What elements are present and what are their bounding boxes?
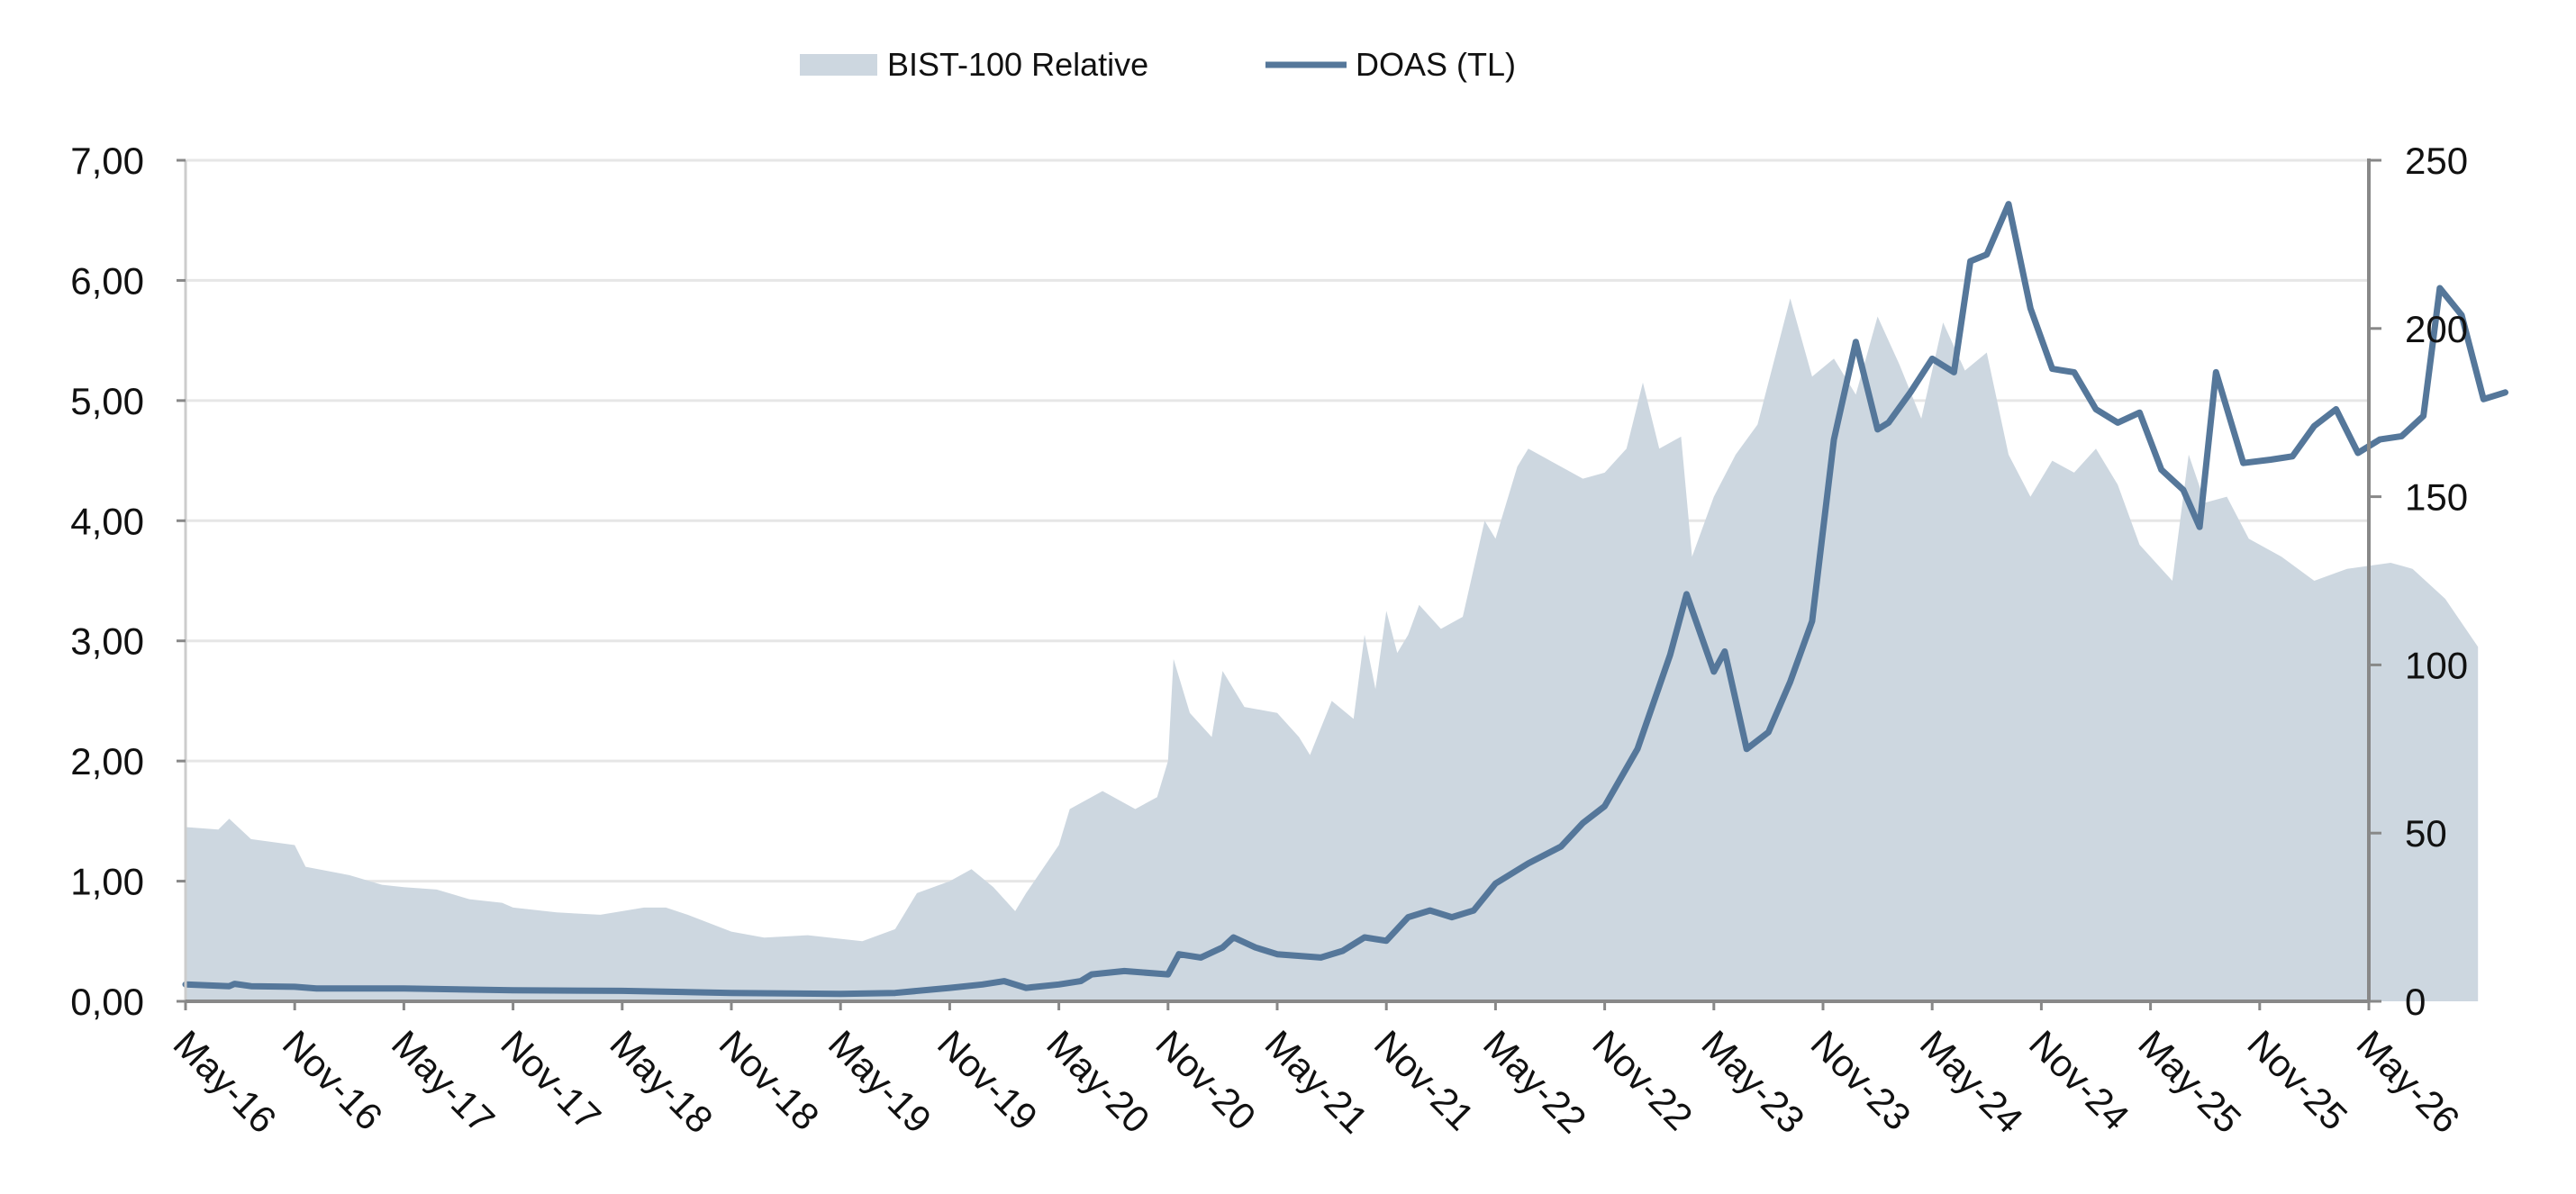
left-tick-label: 4,00 [70, 500, 144, 542]
right-tick-label: 150 [2405, 476, 2468, 519]
x-tick-label: May-20 [1039, 1022, 1157, 1141]
x-tick-label: Nov-19 [930, 1022, 1046, 1138]
x-tick-label: Nov-22 [1584, 1022, 1701, 1138]
legend-swatch-area [800, 54, 877, 76]
right-tick-label: 200 [2405, 308, 2468, 350]
right-tick-label: 250 [2405, 140, 2468, 182]
x-tick-label: Nov-25 [2239, 1022, 2355, 1138]
left-tick-label: 2,00 [70, 740, 144, 782]
x-tick-label: May-19 [821, 1022, 939, 1141]
left-axis-ticks: 0,00 1,00 2,00 3,00 4,00 5,00 6,00 7,00 [70, 140, 186, 1023]
x-tick-label: Nov-23 [1803, 1022, 1919, 1138]
x-tick-label: May-22 [1475, 1022, 1594, 1141]
left-tick-label: 6,00 [70, 259, 144, 302]
right-axis-ticks: 0 50 100 150 200 250 [2369, 140, 2468, 1023]
area-series [186, 298, 2479, 1001]
gridlines [186, 158, 2369, 883]
series-area-bist-100-relative [186, 298, 2479, 1001]
left-tick-label: 0,00 [70, 981, 144, 1023]
right-tick-label: 0 [2405, 981, 2426, 1023]
right-tick-label: 50 [2405, 812, 2447, 855]
left-tick-label: 5,00 [70, 380, 144, 422]
x-tick-label: May-21 [1257, 1022, 1376, 1141]
left-tick-label: 3,00 [70, 620, 144, 663]
x-tick-label: Nov-18 [712, 1022, 828, 1138]
x-axis-ticks: May-16Nov-16May-17Nov-17May-18Nov-18May-… [166, 1001, 2468, 1141]
right-tick-label: 100 [2405, 644, 2468, 686]
series-line-doas [182, 201, 2508, 998]
x-tick-label: Nov-21 [1366, 1022, 1483, 1138]
x-tick-label: Nov-17 [493, 1022, 609, 1138]
x-tick-label: May-18 [602, 1022, 721, 1141]
x-tick-label: May-25 [2130, 1022, 2249, 1141]
legend-label-line: DOAS (TL) [1356, 46, 1516, 83]
x-tick-label: Nov-24 [2021, 1022, 2137, 1138]
x-tick-label: May-17 [384, 1022, 503, 1141]
x-tick-label: May-16 [166, 1022, 285, 1141]
left-tick-label: 1,00 [70, 861, 144, 903]
x-tick-label: Nov-20 [1147, 1022, 1264, 1138]
left-tick-label: 7,00 [70, 140, 144, 182]
x-tick-label: Nov-16 [275, 1022, 391, 1138]
legend-label-area: BIST-100 Relative [887, 46, 1148, 83]
legend: BIST-100 Relative DOAS (TL) [800, 46, 1516, 83]
x-tick-label: May-23 [1693, 1022, 1812, 1141]
line-series [182, 201, 2508, 998]
x-tick-label: May-24 [1912, 1022, 2031, 1141]
x-tick-label: May-26 [2349, 1022, 2468, 1141]
